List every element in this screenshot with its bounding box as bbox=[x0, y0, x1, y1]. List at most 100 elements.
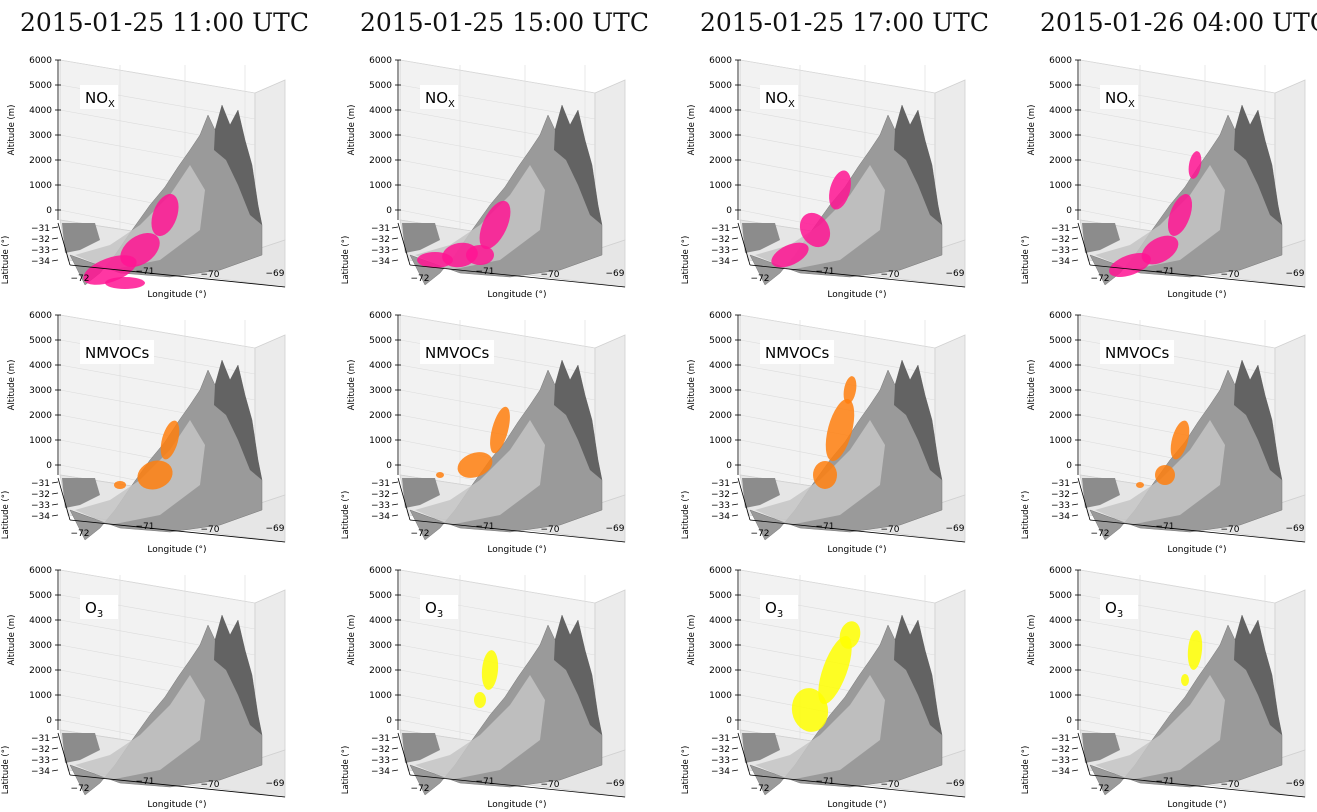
z-tick-label: 3000 bbox=[1049, 386, 1072, 396]
plume-blob bbox=[791, 688, 829, 732]
y-tick bbox=[731, 758, 739, 761]
plume-blob bbox=[1187, 630, 1203, 670]
y-axis-line bbox=[397, 222, 411, 266]
y-axis-label: Latitude (°) bbox=[1, 746, 11, 795]
z-tick-label: 0 bbox=[46, 716, 52, 726]
terrain-surface bbox=[1234, 105, 1282, 225]
y-tick bbox=[731, 492, 739, 495]
z-axis-label: Altitude (m) bbox=[687, 105, 697, 156]
x-axis-label: Longitude (°) bbox=[1167, 290, 1226, 300]
x-axis-label: Longitude (°) bbox=[827, 545, 886, 555]
z-tick-label: 5000 bbox=[1049, 336, 1072, 346]
plume-blob bbox=[1167, 194, 1193, 236]
z-tick-label: 0 bbox=[386, 716, 392, 726]
x-tick-label: −71 bbox=[1156, 267, 1175, 277]
species-subscript: X bbox=[788, 99, 795, 110]
species-label-box bbox=[420, 595, 458, 619]
x-tick-label: −72 bbox=[71, 784, 90, 794]
x-axis-line bbox=[69, 519, 286, 543]
y-tick-label: −31 bbox=[371, 479, 390, 489]
y-tick bbox=[731, 226, 739, 229]
x-tick-label: −70 bbox=[541, 525, 560, 535]
z-tick-label: 3000 bbox=[29, 386, 52, 396]
grid-line bbox=[399, 569, 596, 604]
y-tick bbox=[51, 259, 59, 262]
species-label: NOX bbox=[85, 89, 115, 110]
z-tick-label: 3000 bbox=[29, 131, 52, 141]
z-tick-label: 0 bbox=[1066, 461, 1072, 471]
y-tick-label: −32 bbox=[371, 745, 390, 755]
z-tick-label: 4000 bbox=[29, 616, 52, 626]
x-tick-label: −70 bbox=[1221, 525, 1240, 535]
species-label-box bbox=[80, 340, 154, 364]
y-tick bbox=[1071, 237, 1079, 240]
terrain-surface bbox=[894, 615, 942, 735]
species-subscript: 3 bbox=[1117, 609, 1123, 620]
terrain-surface bbox=[755, 675, 885, 780]
y-tick bbox=[731, 514, 739, 517]
x-tick-label: −71 bbox=[136, 522, 155, 532]
species-label-box bbox=[1100, 595, 1138, 619]
x-tick-label: −71 bbox=[816, 777, 835, 787]
z-tick-label: 2000 bbox=[369, 411, 392, 421]
y-tick-label: −31 bbox=[711, 224, 730, 234]
x-tick-label: −72 bbox=[751, 529, 770, 539]
y-tick bbox=[731, 481, 739, 484]
y-tick bbox=[391, 492, 399, 495]
z-tick-label: 4000 bbox=[369, 361, 392, 371]
y-axis-line bbox=[57, 477, 71, 521]
y-axis-line bbox=[57, 222, 71, 266]
x-axis-label: Longitude (°) bbox=[147, 290, 206, 300]
y-tick bbox=[391, 514, 399, 517]
terrain-surface bbox=[1082, 223, 1120, 253]
z-tick-label: 2000 bbox=[1049, 411, 1072, 421]
y-tick-label: −32 bbox=[31, 745, 50, 755]
y-tick bbox=[1071, 481, 1079, 484]
x-tick-label: −70 bbox=[881, 525, 900, 535]
species-label-box bbox=[420, 340, 494, 364]
y-tick-label: −32 bbox=[1051, 745, 1070, 755]
x-tick-label: −69 bbox=[606, 269, 625, 279]
z-tick-label: 5000 bbox=[29, 81, 52, 91]
panel: 0 1000 2000 3000 4000 5000 6000 Altitude (m) −31… bbox=[681, 311, 966, 555]
z-axis-label: Altitude (m) bbox=[687, 615, 697, 666]
x-tick-label: −72 bbox=[71, 529, 90, 539]
y-tick-label: −34 bbox=[711, 257, 730, 267]
x-axis-label: Longitude (°) bbox=[487, 290, 546, 300]
x-axis-line bbox=[1089, 264, 1306, 288]
y-tick bbox=[391, 259, 399, 262]
grid-line bbox=[399, 59, 596, 94]
y-tick-label: −33 bbox=[711, 246, 730, 256]
plume-blob bbox=[474, 692, 486, 708]
species-label-box bbox=[80, 85, 118, 109]
y-axis-label: Latitude (°) bbox=[341, 491, 351, 540]
z-tick-label: 5000 bbox=[29, 591, 52, 601]
y-tick bbox=[1071, 736, 1079, 739]
z-tick-label: 4000 bbox=[709, 106, 732, 116]
y-tick-label: −33 bbox=[711, 501, 730, 511]
x-tick-label: −72 bbox=[751, 274, 770, 284]
terrain-surface bbox=[415, 420, 545, 525]
z-axis-label: Altitude (m) bbox=[1027, 105, 1037, 156]
plume-blob bbox=[120, 232, 160, 268]
terrain-surface bbox=[62, 478, 100, 508]
grid-line bbox=[739, 314, 936, 349]
z-tick-label: 5000 bbox=[709, 81, 732, 91]
y-tick-label: −31 bbox=[1051, 224, 1070, 234]
panel: 0 1000 2000 3000 4000 5000 6000 Altitude (m) −31… bbox=[1021, 566, 1306, 810]
z-tick-label: 6000 bbox=[29, 566, 52, 576]
x-tick-label: −70 bbox=[881, 270, 900, 280]
y-tick-label: −34 bbox=[371, 767, 390, 777]
z-tick-label: 4000 bbox=[369, 106, 392, 116]
grid-line bbox=[399, 314, 596, 349]
plume-blob bbox=[1181, 674, 1189, 686]
species-label-box bbox=[1100, 85, 1138, 109]
x-tick-label: −72 bbox=[411, 529, 430, 539]
y-tick bbox=[1071, 503, 1079, 506]
y-axis-line bbox=[397, 477, 411, 521]
z-tick-label: 6000 bbox=[29, 56, 52, 66]
z-tick-label: 2000 bbox=[29, 411, 52, 421]
grid-line bbox=[59, 569, 256, 604]
y-axis-label: Latitude (°) bbox=[1021, 236, 1031, 285]
x-tick-label: −69 bbox=[1286, 779, 1305, 789]
